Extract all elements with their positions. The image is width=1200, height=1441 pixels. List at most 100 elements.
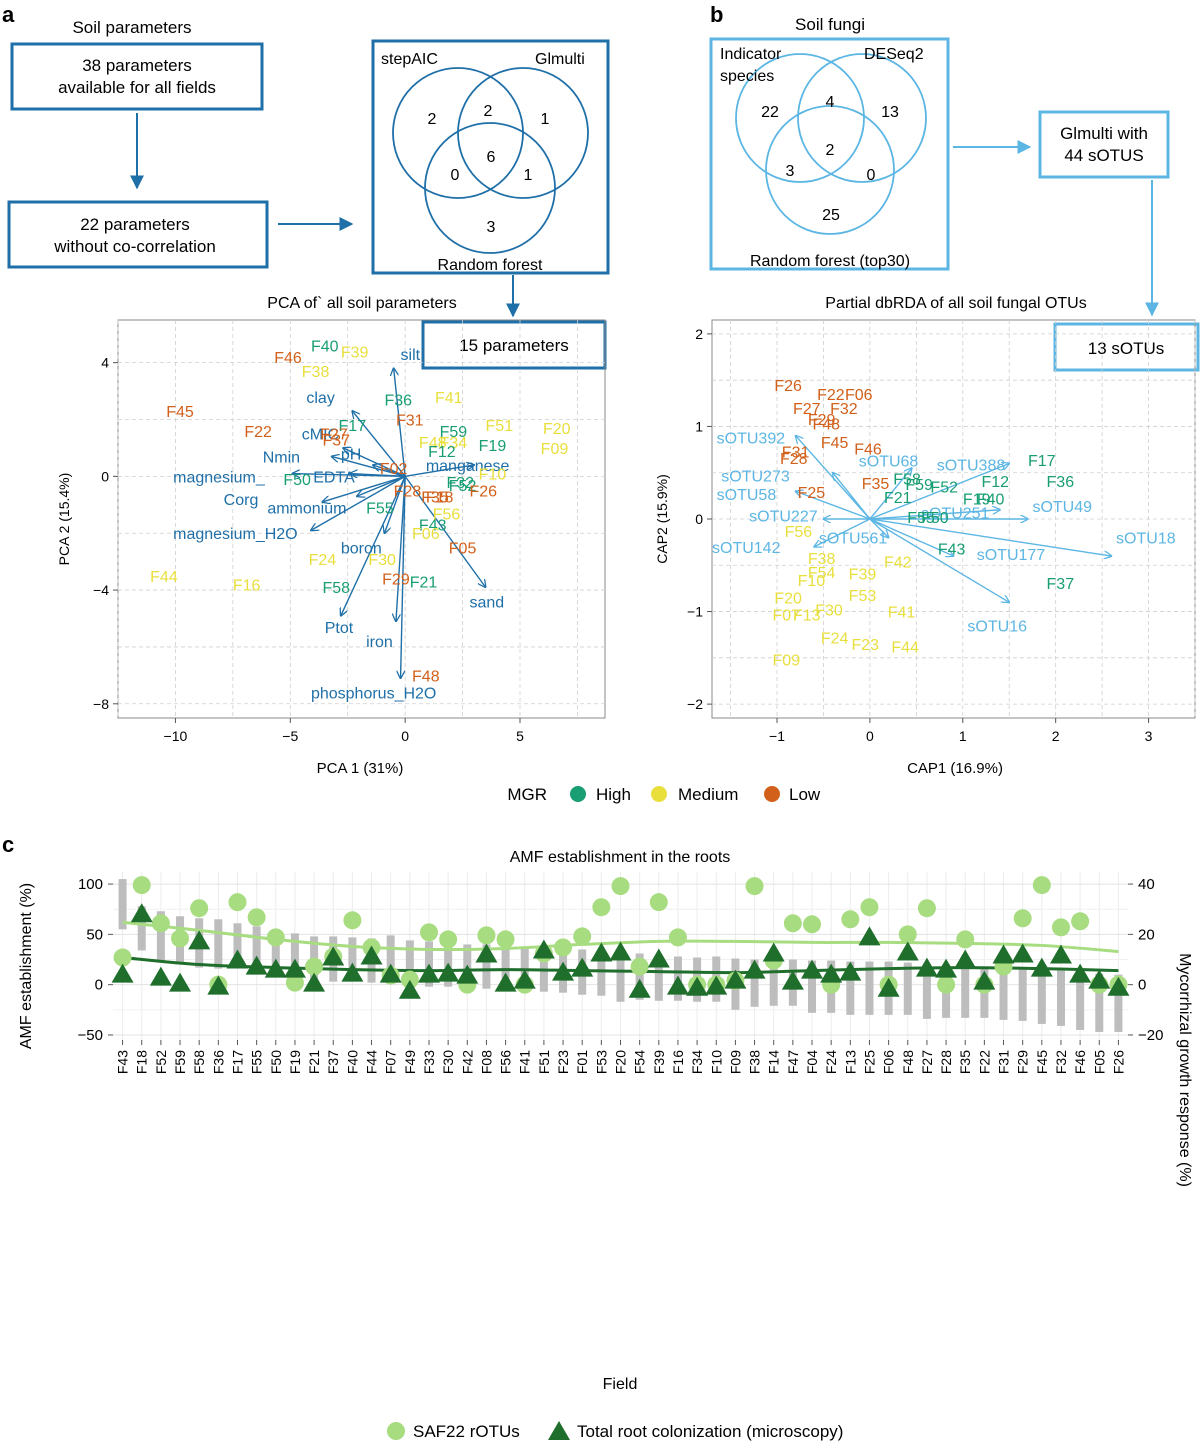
loading-arrow-sOTU251 [869, 510, 1000, 520]
field-point-F23: F23 [851, 637, 879, 654]
field-point-F21: F21 [410, 575, 438, 592]
legend-high-label: High [596, 785, 631, 804]
colonization-point-F07 [379, 963, 402, 983]
rotus-point-F04 [803, 915, 822, 934]
amf-x-tick-label: F54 [632, 1050, 648, 1074]
loading-label-cMIC: cMIC [302, 427, 339, 444]
amf-xlabel: Field [603, 1376, 638, 1393]
loading-arrow-iron [396, 476, 406, 621]
range-bar-F17 [233, 923, 242, 968]
field-point-F22: F22 [817, 387, 845, 404]
field-point-F51: F51 [486, 418, 514, 435]
loading-arrow-sOTU273 [833, 473, 871, 520]
field-point-F55: F55 [907, 510, 935, 527]
field-point-F56: F56 [433, 506, 461, 523]
field-point-F54: F54 [808, 565, 836, 582]
range-bar-F46 [1076, 972, 1085, 1030]
field-point-F24: F24 [309, 552, 337, 569]
venn-a-label-stepaic: stepAIC [381, 51, 438, 68]
loading-arrow-sOTU142 [814, 518, 871, 547]
y-tick-label: −2 [687, 696, 703, 712]
rotus-point-F16 [668, 928, 687, 947]
x-tick-label: 0 [401, 728, 409, 744]
range-bar-F20 [616, 952, 625, 1002]
range-bar-F36 [214, 919, 223, 969]
colonization-point-F01 [571, 957, 594, 977]
field-point-F21: F21 [884, 490, 912, 507]
panel-b-letter: b [710, 2, 723, 27]
amf-y2-tick-label: 20 [1138, 926, 1155, 943]
colonization-point-F50 [264, 958, 287, 978]
box-22-parameters [7, 200, 269, 269]
amf-x-tick-label: F05 [1091, 1050, 1107, 1074]
loading-label-pH: pH [341, 447, 361, 464]
loading-arrow-pH [373, 465, 406, 478]
loading-label-sOTU227: sOTU227 [749, 508, 818, 525]
field-point-F02: F02 [380, 461, 408, 478]
field-point-F30: F30 [815, 603, 843, 620]
field-point-F30: F30 [368, 552, 396, 569]
field-point-F26: F26 [774, 378, 802, 395]
colonization-point-F44 [360, 945, 383, 965]
legend-low-label: Low [789, 785, 821, 804]
amf-y2-tick-label: 40 [1138, 876, 1155, 893]
venn-a-count: 6 [487, 149, 496, 166]
venn-b-circle-deseq2 [797, 53, 927, 183]
amf-x-tick-label: F13 [842, 1050, 858, 1074]
colonization-point-F10 [705, 975, 728, 995]
field-point-F31: F31 [396, 413, 424, 430]
y-tick-label: 1 [695, 418, 703, 434]
amf-x-tick-label: F17 [229, 1050, 245, 1074]
loading-arrow-Ptot [341, 476, 406, 615]
loading-label-sOTU16: sOTU16 [967, 618, 1027, 635]
colonization-point-F29 [1011, 943, 1034, 963]
field-point-F36: F36 [384, 393, 412, 410]
venn-a-count: 2 [484, 103, 493, 120]
rotus-point-F54 [630, 957, 649, 976]
panel-c-letter: c [2, 832, 14, 857]
venn-b-label-species: species [720, 68, 774, 85]
field-point-F39: F39 [849, 567, 877, 584]
colonization-point-F39 [647, 948, 670, 968]
rotus-point-F21 [305, 957, 324, 976]
venn-b-count: 0 [867, 167, 876, 184]
venn-a-count: 3 [487, 219, 496, 236]
rotus-point-F30 [439, 930, 458, 949]
venn-b-label-deseq2: DESeq2 [864, 46, 924, 63]
venn-a-count: 1 [524, 167, 533, 184]
colonization-point-F34 [686, 976, 709, 996]
loading-label-Nmin: Nmin [263, 449, 300, 466]
amf-x-tick-label: F39 [651, 1050, 667, 1074]
loading-label-sOTU273: sOTU273 [721, 468, 790, 485]
x-tick-label: 3 [1145, 728, 1153, 744]
colonization-point-F46 [1069, 963, 1092, 983]
amf-y-tick-label: −50 [78, 1027, 103, 1044]
x-tick-label: 5 [516, 728, 524, 744]
field-point-F27: F27 [320, 427, 348, 444]
rotus-point-F43 [113, 948, 132, 967]
venn-a-count: 1 [541, 111, 550, 128]
colonization-point-F49 [398, 979, 421, 999]
loading-label-sOTU388: sOTU388 [937, 457, 1006, 474]
field-point-F53: F53 [849, 588, 877, 605]
loading-arrow-magnesium_H2O [311, 475, 406, 530]
venn-a-count: 2 [428, 111, 437, 128]
rotus-point-F40 [343, 911, 362, 930]
colonization-point-F59 [169, 972, 192, 992]
colonization-point-F53 [590, 942, 613, 962]
rotus-point-F50 [266, 928, 285, 947]
loading-label-Ptot: Ptot [325, 620, 354, 637]
amf-x-tick-label: F28 [938, 1050, 954, 1074]
amf-x-tick-label: F01 [574, 1050, 590, 1074]
loading-arrow-phosphorus_H2O [401, 476, 406, 678]
rotus-point-F27 [917, 899, 936, 918]
colonization-point-F08 [475, 943, 498, 963]
box-15-label: 15 parameters [459, 336, 569, 355]
field-point-F36: F36 [1047, 474, 1075, 491]
field-point-F40: F40 [977, 492, 1005, 509]
rotus-point-F39 [649, 893, 668, 912]
amf-title: AMF establishment in the roots [510, 849, 731, 866]
field-point-F25: F25 [798, 485, 826, 502]
loading-arrow-sand [404, 475, 485, 587]
amf-x-tick-label: F09 [727, 1050, 743, 1074]
